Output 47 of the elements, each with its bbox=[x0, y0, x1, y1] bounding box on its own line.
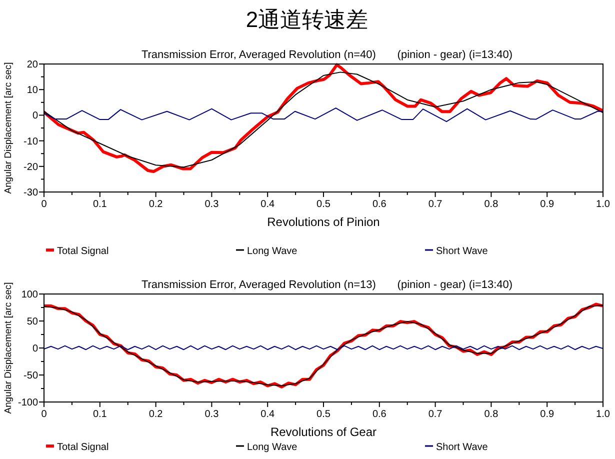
y-tick-label: 0 bbox=[32, 110, 38, 122]
y-tick-label: -10 bbox=[24, 136, 38, 148]
legend-label: Total Signal bbox=[57, 246, 109, 257]
y-tick-label: 20 bbox=[26, 60, 38, 70]
x-tick-label: 0.2 bbox=[148, 409, 164, 420]
x-tick-label: 0.5 bbox=[316, 409, 331, 420]
x-tick-label: 0.5 bbox=[316, 199, 331, 210]
legend-label: Long Wave bbox=[247, 442, 298, 453]
x-tick-label: 0.4 bbox=[260, 199, 275, 210]
y-tick-label: 0 bbox=[32, 344, 38, 354]
chart-title: 2通道转速差 bbox=[246, 7, 368, 32]
y-axis-title: Angular Displacement [arc sec] bbox=[3, 62, 14, 194]
legend-label: Short Wave bbox=[436, 246, 488, 257]
x-axis-title: Revolutions of Pinion bbox=[267, 215, 380, 229]
x-tick-label: 0.6 bbox=[372, 199, 387, 210]
x-tick-label: 0.8 bbox=[484, 409, 499, 420]
y-tick-label: -100 bbox=[18, 398, 38, 408]
chart-title: Transmission Error, Averaged Revolution (n=13) (pinion - gear) (i=13:40) bbox=[141, 279, 513, 291]
x-axis-title: Revolutions of Gear bbox=[270, 425, 377, 439]
x-tick-label: 0.8 bbox=[484, 199, 499, 210]
x-tick-label: 0.3 bbox=[204, 409, 220, 420]
x-tick-label: 0.7 bbox=[428, 409, 443, 420]
x-tick-label: 0 bbox=[41, 199, 48, 210]
x-tick-label: 1.0 bbox=[596, 199, 610, 210]
legend-label: Short Wave bbox=[436, 442, 488, 453]
y-tick-label: -50 bbox=[24, 370, 38, 382]
x-tick-label: 0.2 bbox=[148, 199, 164, 210]
chart-subtitle: Transmission Error, Averaged Revolution (n=40) (pinion - gear) (i=13:40) bbox=[141, 49, 513, 61]
x-tick-label: 0.3 bbox=[204, 199, 220, 210]
x-tick-label: 0.6 bbox=[372, 409, 387, 420]
x-tick-label: 0.7 bbox=[428, 199, 443, 210]
y-tick-label: -30 bbox=[24, 188, 38, 198]
y-tick-label: 100 bbox=[21, 290, 38, 300]
legend-label: Total Signal bbox=[57, 442, 109, 453]
x-tick-label: 0.1 bbox=[92, 199, 108, 210]
x-tick-label: 0.9 bbox=[540, 199, 554, 210]
x-tick-label: 1.0 bbox=[596, 409, 610, 420]
y-axis-title: Angular Displacement [arc sec] bbox=[3, 282, 14, 414]
y-tick-label: 10 bbox=[26, 85, 38, 96]
line-series bbox=[44, 108, 603, 122]
y-tick-label: -20 bbox=[24, 162, 38, 173]
x-tick-label: 0.1 bbox=[92, 409, 108, 420]
x-tick-label: 0 bbox=[41, 409, 48, 420]
legend-label: Long Wave bbox=[247, 246, 298, 257]
x-tick-label: 0.9 bbox=[540, 409, 554, 420]
y-tick-label: 50 bbox=[26, 316, 38, 328]
x-tick-label: 0.4 bbox=[260, 409, 275, 420]
